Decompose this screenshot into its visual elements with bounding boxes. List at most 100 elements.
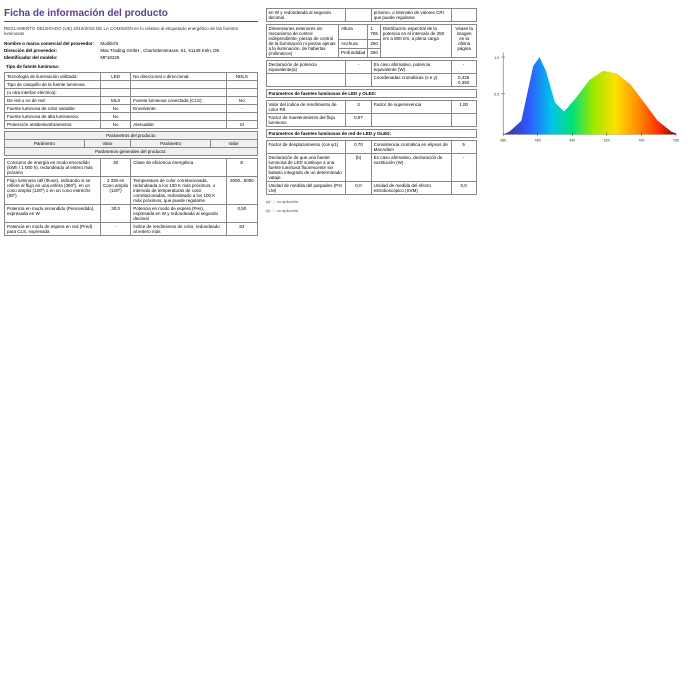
led-table: Valor del índice de rendimiento de color… xyxy=(266,100,477,127)
section-mains: Parámetros de fuentes luminosas de red d… xyxy=(266,130,476,138)
cell: Factor de desplazamiento (cos φ1) xyxy=(266,141,346,154)
cell xyxy=(371,114,451,127)
cell: Tecnología de iluminación utilizada: xyxy=(5,73,101,81)
cell xyxy=(131,89,227,97)
footnote-b: (b) '-': no aplicable; xyxy=(266,208,477,213)
prod-params: Parámetros del producto ParámetroValorPa… xyxy=(4,131,258,156)
cell: En caso afirmativo, declaración de susti… xyxy=(371,154,451,182)
cell: LED xyxy=(100,73,130,81)
cell: No direccional o direccional: xyxy=(131,73,227,81)
col2-cont: en W y redondeada al segundo decimal próx… xyxy=(266,8,477,22)
title: Ficha de información del producto xyxy=(4,8,258,22)
cell: Temperatura de color correlacionada, red… xyxy=(131,177,227,205)
cell: - xyxy=(227,105,257,113)
cell: Clase de eficiencia energética xyxy=(131,159,227,177)
cell: Consumo de energía en modo encendido (kW… xyxy=(5,159,101,177)
cell xyxy=(100,81,130,89)
cell: - xyxy=(100,223,130,236)
svg-text:780: 780 xyxy=(673,139,679,143)
cell: 0,97 xyxy=(346,114,371,127)
cell: - xyxy=(451,154,476,182)
cell xyxy=(227,113,257,121)
cell: No xyxy=(100,113,130,121)
type-rows: Tecnología de iluminación utilizada:LEDN… xyxy=(4,72,258,129)
cell: 30,0 xyxy=(100,205,130,223)
cell xyxy=(346,74,371,87)
ylabel-1: 1.0 xyxy=(494,56,499,60)
cell: 3 330 en Cono amplio (120º) xyxy=(100,177,130,205)
ylabel-05: 0.5 xyxy=(494,92,499,96)
cell: - xyxy=(451,61,476,74)
cell: No xyxy=(100,121,130,129)
cell: Consistencia cromática en elipsos de Mac… xyxy=(371,141,451,154)
cell: 0,0 xyxy=(451,182,476,195)
cell xyxy=(131,113,227,121)
cell: 1,00 xyxy=(451,101,476,114)
cell: Potencia en modo de espera en red (Pred)… xyxy=(5,223,101,236)
addr-label: Dirección del proveedor: xyxy=(4,47,100,54)
svg-text:460: 460 xyxy=(534,139,540,143)
cell: Atenuable: xyxy=(131,121,227,129)
spectral-curve xyxy=(503,57,676,134)
supplier-val: Modilicht xyxy=(100,40,257,47)
cell: Factor de mantenimiento del flujo lumino… xyxy=(266,114,346,127)
section-type: Tipo de fuente luminosa: xyxy=(4,63,258,70)
type-table: Tipo de fuente luminosa: xyxy=(4,63,258,70)
gen-rows: Consumo de energía en modo encendido (kW… xyxy=(4,158,258,236)
section-prod: Parámetros del producto xyxy=(5,132,258,140)
cont2: próximo, o intervalo de valores CRI que … xyxy=(371,9,451,22)
cell: Factor de supervivencia xyxy=(371,101,451,114)
supplier-label: Nombre o marca comercial del proveedor: xyxy=(4,40,100,47)
column-3: 1.0 0.5 380 460 540 620 700 780 xyxy=(485,8,696,238)
cell: 0,425 0,392 xyxy=(451,74,476,87)
document: Ficha de información del producto REGLAM… xyxy=(0,0,700,246)
cell: Sí xyxy=(227,121,257,129)
header-table: Nombre o marca comercial del proveedor:M… xyxy=(4,40,258,61)
cell: Potencia en modo encendido (Pencendido),… xyxy=(5,205,101,223)
spectral-chart: 1.0 0.5 380 460 540 620 700 780 xyxy=(485,48,685,148)
cell: Unidad de medida del efecto estroboscópi… xyxy=(371,182,451,195)
cell: Declaración de potencia equivalente(a) xyxy=(266,61,346,74)
cell: 5 xyxy=(451,141,476,154)
cell: Tipo de casquillo de la fuente luminosa xyxy=(5,81,101,89)
cell: NDLS xyxy=(227,73,257,81)
cell: No xyxy=(227,97,257,105)
cell: E xyxy=(227,159,257,177)
cell: 83 xyxy=(227,223,257,236)
cell: Protección antideslumbramiento: xyxy=(5,121,101,129)
cell: - xyxy=(346,61,371,74)
cont1: en W y redondeada al segundo decimal xyxy=(266,9,346,22)
footnote-a: (a) '-': no aplicable; xyxy=(266,199,477,204)
cell: Declaración de que una fuente luminosa d… xyxy=(266,154,346,182)
cell: 3 xyxy=(346,101,371,114)
cell: Envolvente: xyxy=(131,105,227,113)
decl-table: Declaración de potencia equivalente(a)-E… xyxy=(266,60,477,87)
cell xyxy=(227,81,257,89)
subtitle: REGLAMENTO DELEGADO (UE) 2019/2015 DE LA… xyxy=(4,26,258,36)
svg-text:380: 380 xyxy=(500,139,506,143)
cell: 0,0 xyxy=(346,182,371,195)
cell xyxy=(131,81,227,89)
cell: Fuente luminosa conectada (CLS): xyxy=(131,97,227,105)
cell: MLS xyxy=(100,97,130,105)
cell: (u otra interfaz eléctrica): xyxy=(5,89,101,97)
cell: 0,50 xyxy=(227,205,257,223)
mains-table: Factor de desplazamiento (cos φ1)0,70Con… xyxy=(266,140,477,195)
cell: Fuente luminosa de color variable: xyxy=(5,105,101,113)
svg-text:620: 620 xyxy=(604,139,610,143)
svg-text:540: 540 xyxy=(569,139,575,143)
section-led: Parámetros de fuentes luminosas de LED y… xyxy=(266,90,476,98)
cell: 30 xyxy=(100,159,130,177)
model-val: MF18228 xyxy=(100,54,257,61)
cell xyxy=(100,89,130,97)
dims-table: Dimensiones exteriores sin mecanismo de … xyxy=(266,24,477,58)
section-gen: Parámetros generales del producto: xyxy=(5,148,258,156)
cell xyxy=(227,89,257,97)
svg-text:700: 700 xyxy=(638,139,644,143)
cell: Fuente luminosa de alta luminancia: xyxy=(5,113,101,121)
cell xyxy=(266,74,346,87)
column-2: en W y redondeada al segundo decimal próx… xyxy=(266,8,477,238)
cell: Flujo luminoso útil (Φuse), indicando si… xyxy=(5,177,101,205)
cell: (b) xyxy=(346,154,371,182)
cell: Índice de rendimiento de color, redondea… xyxy=(131,223,227,236)
